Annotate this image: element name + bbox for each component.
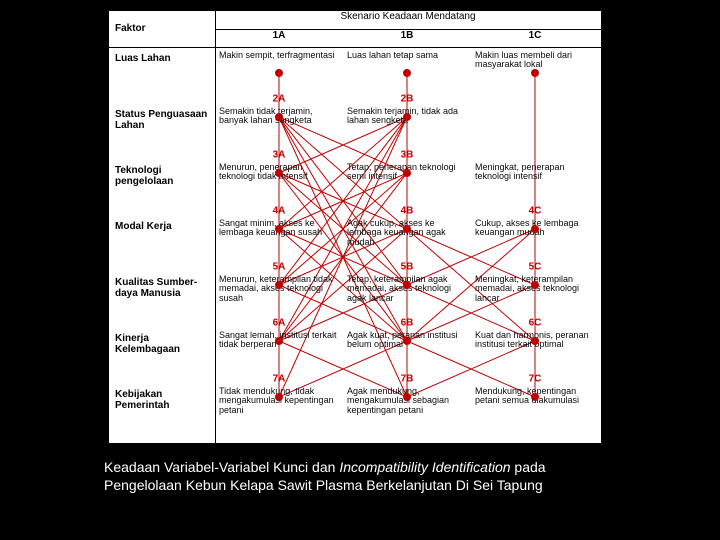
- column-header: 1C: [471, 30, 599, 41]
- scenario-cell: Tetap, keterampilan agak memadai, akses …: [347, 275, 469, 303]
- scenario-cell: Meningkat, keterampilan memadai, akses t…: [475, 275, 597, 303]
- node-label: 3B: [401, 150, 414, 161]
- node-dot: [531, 281, 539, 289]
- node-label: 2A: [273, 94, 286, 105]
- node-label: 5C: [529, 262, 542, 273]
- scenario-cell: Agak cukup, akses ke lembaga keuangan ag…: [347, 219, 469, 247]
- node-dot: [403, 393, 411, 401]
- factor-label: Status Penguasaan Lahan: [109, 109, 213, 131]
- node-dot: [403, 113, 411, 121]
- caption-part-2: pada: [514, 459, 545, 475]
- node-label: 5A: [273, 262, 286, 273]
- node-dot: [275, 225, 283, 233]
- node-label: 3A: [273, 150, 286, 161]
- grid: Faktor Skenario Keadaan Mendatang 1A1B1C…: [109, 11, 601, 443]
- factor-label: Teknologi pengelolaan: [109, 165, 213, 187]
- node-dot: [531, 393, 539, 401]
- node-dot: [275, 113, 283, 121]
- node-label: 4A: [273, 206, 286, 217]
- scenario-matrix-figure: Faktor Skenario Keadaan Mendatang 1A1B1C…: [108, 10, 602, 444]
- node-dot: [531, 69, 539, 77]
- scenario-cell: Makin luas membeli dari masyarakat lokal: [475, 51, 597, 70]
- node-dot: [403, 281, 411, 289]
- node-dot: [403, 225, 411, 233]
- node-label: 6C: [529, 318, 542, 329]
- figure-caption: Keadaan Variabel-Variabel Kunci dan Inco…: [104, 458, 546, 494]
- node-dot: [531, 225, 539, 233]
- caption-line-2: Pengelolaan Kebun Kelapa Sawit Plasma Be…: [104, 477, 543, 493]
- scenario-cell: Luas lahan tetap sama: [347, 51, 469, 60]
- factor-label: Kualitas Sumber-daya Manusia: [109, 277, 213, 299]
- node-dot: [275, 69, 283, 77]
- table-header: Faktor Skenario Keadaan Mendatang 1A1B1C: [109, 11, 601, 48]
- node-dot: [275, 281, 283, 289]
- factor-label: Modal Kerja: [109, 221, 213, 232]
- node-label: 4B: [401, 206, 414, 217]
- node-dot: [275, 337, 283, 345]
- node-label: 6A: [273, 318, 286, 329]
- node-dot: [403, 337, 411, 345]
- node-dot: [275, 169, 283, 177]
- scenario-cell: Menurun, keterampilan tidak memadai, aks…: [219, 275, 341, 303]
- column-divider: [215, 11, 216, 443]
- caption-italic: Incompatibility Identification: [339, 459, 514, 475]
- scenario-cell: Meningkat, penerapan teknologi intensif: [475, 163, 597, 182]
- scenario-cell: Agak mendukung, mengakumulasi sebagian k…: [347, 387, 469, 415]
- node-dot: [275, 393, 283, 401]
- node-label: 2B: [401, 94, 414, 105]
- node-dot: [403, 169, 411, 177]
- node-label: 5B: [401, 262, 414, 273]
- caption-part-1: Keadaan Variabel-Variabel Kunci dan: [104, 459, 339, 475]
- scenario-cell: Tidak mendukung, tidak mengakumulasi kep…: [219, 387, 341, 415]
- node-label: 7A: [273, 374, 286, 385]
- node-dot: [531, 337, 539, 345]
- factor-label: Kebijakan Pemerintah: [109, 389, 213, 411]
- header-super: Skenario Keadaan Mendatang: [215, 11, 601, 30]
- node-label: 4C: [529, 206, 542, 217]
- factor-label: Kinerja Kelembagaan: [109, 333, 213, 355]
- scenario-cell: Makin sempit, terfragmentasi: [219, 51, 341, 60]
- column-header: 1A: [215, 30, 343, 41]
- node-label: 7B: [401, 374, 414, 385]
- node-label: 7C: [529, 374, 542, 385]
- factor-label: Luas Lahan: [109, 53, 213, 64]
- header-faktor: Faktor: [109, 23, 146, 34]
- node-dot: [403, 69, 411, 77]
- node-label: 6B: [401, 318, 414, 329]
- column-header: 1B: [343, 30, 471, 41]
